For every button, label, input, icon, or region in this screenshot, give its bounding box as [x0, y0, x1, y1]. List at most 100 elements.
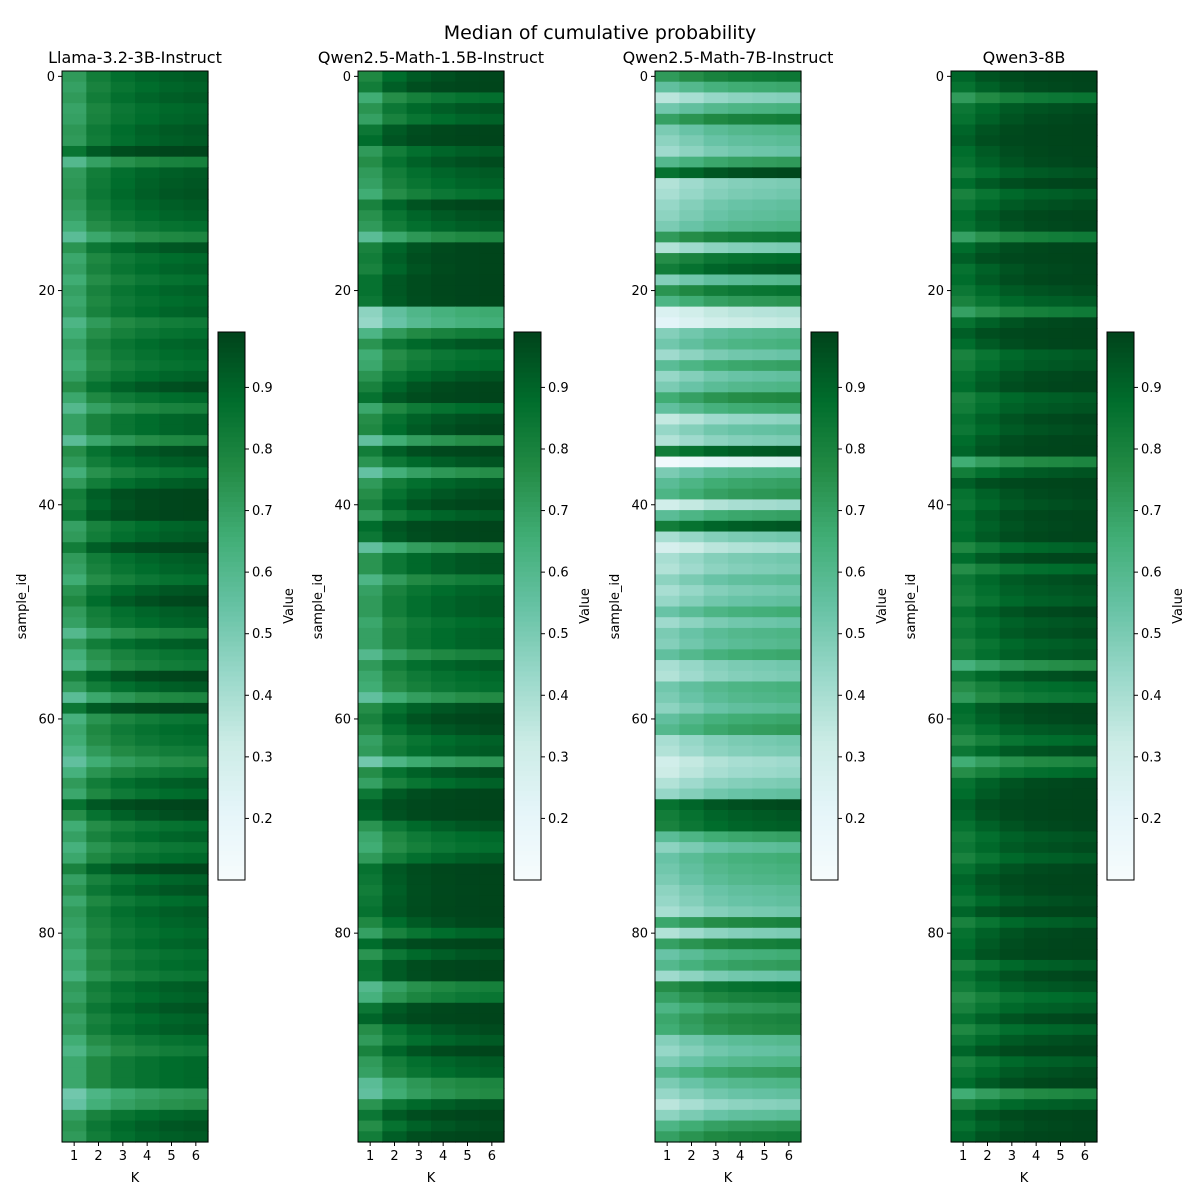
heatmap-cell — [382, 167, 408, 179]
heatmap-cell — [479, 1088, 505, 1100]
heatmap-cell — [703, 477, 729, 490]
heatmap-cell — [999, 702, 1025, 715]
heatmap-cell — [455, 220, 481, 233]
heatmap-cell — [776, 242, 802, 254]
colorbar-segment — [218, 870, 245, 876]
colorbar-segment — [1107, 855, 1134, 861]
heatmap-cell — [455, 713, 481, 725]
heatmap-cell — [110, 381, 136, 393]
heatmap-cell — [752, 178, 778, 190]
heatmap-cell — [1072, 424, 1098, 436]
heatmap-cell — [135, 638, 160, 650]
heatmap-cell — [406, 145, 432, 158]
heatmap-cell — [951, 1024, 976, 1036]
heatmap-cell — [999, 274, 1025, 286]
heatmap-cell — [703, 467, 729, 479]
heatmap-cell — [110, 295, 136, 308]
heatmap-cell — [455, 756, 481, 768]
heatmap-cell — [728, 167, 753, 179]
colorbar-segment — [218, 441, 245, 448]
heatmap-cell — [382, 188, 408, 201]
colorbar-segment — [514, 655, 541, 662]
heatmap-cell — [679, 959, 705, 972]
heatmap-cell — [655, 445, 680, 458]
heatmap-cell — [975, 670, 1001, 683]
colorbar-tick-label: 0.3 — [845, 750, 866, 765]
colorbar-segment — [514, 332, 541, 338]
heatmap-cell — [679, 970, 705, 982]
heatmap-cell — [728, 103, 753, 115]
heatmap-cell — [382, 756, 408, 768]
heatmap-cell — [183, 884, 209, 897]
colorbar-tick-label: 0.7 — [1141, 504, 1162, 519]
heatmap-cell — [135, 1077, 160, 1090]
heatmap-cell — [703, 456, 729, 468]
heatmap-cell — [1024, 745, 1049, 758]
heatmap-cell — [1024, 606, 1049, 618]
heatmap-cell — [358, 360, 383, 372]
colorbar-segment — [1107, 531, 1134, 537]
heatmap-cell — [183, 863, 209, 875]
heatmap-cell — [183, 1045, 209, 1057]
heatmap-cell — [975, 606, 1001, 618]
heatmap-cell — [431, 649, 456, 661]
heatmap-cell — [406, 167, 432, 179]
heatmap-cell — [776, 328, 802, 340]
heatmap-cell — [431, 510, 456, 522]
heatmap-cell — [703, 884, 729, 897]
heatmap-cell — [776, 670, 802, 683]
heatmap-cell — [431, 370, 456, 383]
heatmap-cell — [455, 317, 481, 329]
heatmap-cell — [159, 435, 185, 447]
heatmap-cell — [655, 124, 680, 136]
colorbar-segment — [1107, 680, 1134, 687]
heatmap-cell — [679, 435, 705, 447]
axes-frame — [654, 70, 802, 1143]
colorbar-segment — [514, 496, 541, 502]
heatmap-cell — [1048, 1002, 1074, 1015]
heatmap-cell — [183, 445, 209, 458]
heatmap-cell — [703, 135, 729, 147]
heatmap-cell — [382, 820, 408, 833]
heatmap-cells — [358, 71, 505, 1143]
heatmap-cell — [358, 617, 383, 629]
heatmap-cell — [479, 959, 505, 972]
colorbar-segment — [218, 556, 245, 562]
heatmap-cell — [159, 1109, 185, 1122]
heatmap-cell — [183, 788, 209, 800]
heatmap-cell — [159, 71, 185, 83]
heatmap-cell — [406, 1131, 432, 1143]
heatmap-cell — [1048, 767, 1074, 779]
heatmap-cell — [358, 81, 383, 94]
heatmap-cell — [406, 735, 432, 747]
heatmap-cell — [1048, 852, 1074, 865]
heatmap-cell — [655, 199, 680, 211]
colorbar-segment — [1107, 361, 1134, 368]
heatmap-cell — [479, 1045, 505, 1057]
colorbar-segment — [811, 361, 838, 368]
colorbar-segment — [1107, 635, 1134, 642]
heatmap-cell — [110, 670, 136, 683]
heatmap-cell — [703, 681, 729, 693]
heatmap-cell — [655, 724, 680, 736]
heatmap-cell — [455, 649, 481, 661]
heatmap-cell — [679, 328, 705, 340]
heatmap-cell — [406, 992, 432, 1004]
heatmap-cell — [776, 413, 802, 426]
heatmap-cell — [358, 156, 383, 168]
x-tick-label: 2 — [94, 1149, 102, 1164]
heatmap-cell — [455, 178, 481, 190]
heatmap-cell — [776, 745, 802, 758]
heatmap-cell — [358, 692, 383, 704]
heatmap-cell — [135, 178, 160, 190]
heatmap-cell — [951, 702, 976, 715]
heatmap-cell — [406, 499, 432, 511]
heatmap-cell — [703, 992, 729, 1004]
colorbar-segment — [514, 406, 541, 413]
heatmap-cell — [999, 745, 1025, 758]
heatmap-cell — [1024, 167, 1049, 179]
heatmap-cell — [975, 809, 1001, 822]
colorbar-segment — [811, 660, 838, 667]
heatmap-cell — [1024, 424, 1049, 436]
